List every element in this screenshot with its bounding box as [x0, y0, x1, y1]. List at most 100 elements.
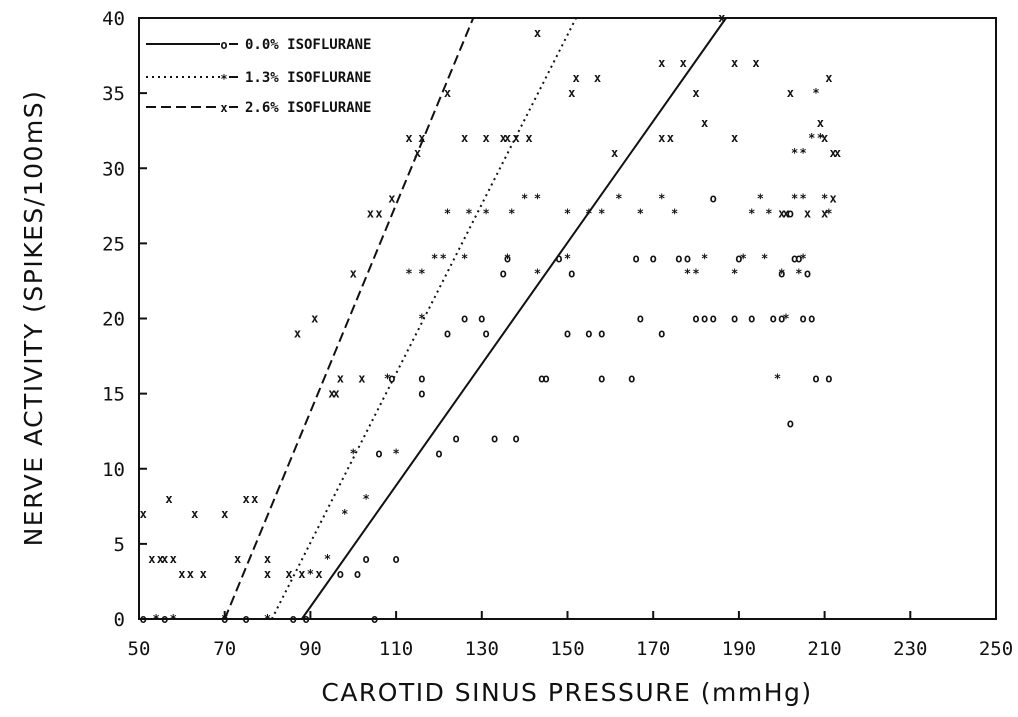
- point-s0-55: o: [791, 251, 798, 265]
- point-s0-54: o: [804, 266, 811, 280]
- point-s0-22: o: [628, 372, 635, 386]
- point-s2-32: x: [444, 86, 451, 100]
- point-s2-39: x: [534, 26, 541, 40]
- point-s0-2: o: [221, 612, 228, 626]
- point-s1-55: *: [800, 251, 807, 265]
- point-s2-60: x: [821, 131, 828, 145]
- point-s2-37: x: [512, 131, 519, 145]
- point-s2-56: x: [778, 206, 785, 220]
- x-tick-label-0: 50: [128, 638, 151, 660]
- point-s2-57: x: [804, 206, 811, 220]
- point-s1-1: *: [170, 612, 177, 626]
- point-s0-37: o: [770, 312, 777, 326]
- regression-lines: [223, 17, 727, 620]
- point-s1-30: *: [637, 206, 644, 220]
- point-s1-16: *: [461, 251, 468, 265]
- point-s2-29: x: [405, 131, 412, 145]
- axis-ticks: 50 70 90 110 130 150 170 190 210 230 250 0 5 10 15 20 25…: [102, 8, 1013, 660]
- y-axis-title: NERVE ACTIVITY (SPIKES/100mS): [19, 90, 48, 547]
- point-s2-0: x: [140, 507, 147, 521]
- x-tick-label-7: 190: [722, 638, 756, 660]
- point-s2-19: x: [294, 327, 301, 341]
- point-s2-38: x: [525, 131, 532, 145]
- point-s1-34: *: [692, 266, 699, 280]
- y-tick-label-5: 25: [102, 233, 125, 255]
- point-s2-47: x: [667, 131, 674, 145]
- point-s0-5: o: [302, 612, 309, 626]
- point-s0-48: o: [632, 251, 639, 265]
- legend-label-1: 1.3% ISOFLURANE: [245, 70, 371, 86]
- point-s2-26: x: [367, 206, 374, 220]
- point-s2-52: x: [752, 56, 759, 70]
- point-s2-11: x: [234, 552, 241, 566]
- point-s2-28: x: [388, 191, 395, 205]
- point-s0-6: o: [371, 612, 378, 626]
- point-s1-0: *: [153, 612, 160, 626]
- point-s1-18: *: [465, 206, 472, 220]
- point-s2-15: x: [264, 552, 271, 566]
- point-s2-53: x: [731, 131, 738, 145]
- point-s2-35: x: [500, 131, 507, 145]
- fit-line-1: [270, 17, 577, 620]
- point-s2-23: x: [337, 372, 344, 386]
- point-s0-51: o: [684, 251, 691, 265]
- point-s0-10: o: [392, 552, 399, 566]
- point-s2-45: x: [680, 56, 687, 70]
- point-s2-21: x: [328, 387, 335, 401]
- point-s2-40: x: [568, 86, 575, 100]
- point-s0-47: o: [555, 251, 562, 265]
- y-tick-label-0: 0: [114, 609, 125, 631]
- point-s0-18: o: [418, 387, 425, 401]
- point-s0-56: o: [778, 266, 785, 280]
- point-s2-5: x: [170, 552, 177, 566]
- point-s2-50: x: [718, 11, 725, 25]
- point-s0-58: o: [787, 206, 794, 220]
- point-s1-33: *: [684, 266, 691, 280]
- point-s2-7: x: [187, 567, 194, 581]
- point-s2-61: x: [830, 146, 837, 160]
- point-s0-21: o: [598, 372, 605, 386]
- point-s1-37: *: [740, 251, 747, 265]
- point-s1-2: *: [221, 612, 228, 626]
- point-s1-53: *: [812, 86, 819, 100]
- point-s1-41: *: [765, 206, 772, 220]
- point-s1-14: *: [431, 251, 438, 265]
- point-s1-54: *: [817, 131, 824, 145]
- point-s0-8: o: [354, 567, 361, 581]
- x-tick-label-8: 210: [807, 638, 841, 660]
- point-s0-4: o: [290, 612, 297, 626]
- point-s0-49: o: [650, 251, 657, 265]
- x-tick-label-9: 230: [893, 638, 927, 660]
- point-s0-13: o: [452, 432, 459, 446]
- y-tick-label-2: 10: [102, 459, 125, 481]
- point-s1-20: *: [508, 206, 515, 220]
- point-s2-30: x: [418, 131, 425, 145]
- point-s2-43: x: [611, 146, 618, 160]
- x-axis-title: CAROTID SINUS PRESSURE (mmHg): [321, 678, 812, 707]
- point-s0-28: o: [658, 327, 665, 341]
- point-s0-36: o: [748, 312, 755, 326]
- point-s0-1: o: [161, 612, 168, 626]
- point-s1-35: *: [701, 251, 708, 265]
- point-s2-27: x: [375, 206, 382, 220]
- point-s1-15: *: [440, 251, 447, 265]
- point-s1-45: *: [774, 372, 781, 386]
- x-tick-label-2: 90: [299, 638, 322, 660]
- point-s0-9: o: [362, 552, 369, 566]
- point-s2-25: x: [358, 372, 365, 386]
- point-s1-40: *: [748, 206, 755, 220]
- point-s0-29: o: [461, 312, 468, 326]
- point-s1-47: *: [800, 191, 807, 205]
- point-s2-51: x: [731, 56, 738, 70]
- point-s0-44: o: [500, 266, 507, 280]
- point-s1-23: *: [564, 251, 571, 265]
- point-s1-4: *: [307, 567, 314, 581]
- point-s2-2: x: [157, 552, 164, 566]
- point-s0-15: o: [512, 432, 519, 446]
- point-s0-43: o: [787, 417, 794, 431]
- point-s0-40: o: [808, 312, 815, 326]
- point-s2-9: x: [200, 567, 207, 581]
- point-s2-18: x: [315, 567, 322, 581]
